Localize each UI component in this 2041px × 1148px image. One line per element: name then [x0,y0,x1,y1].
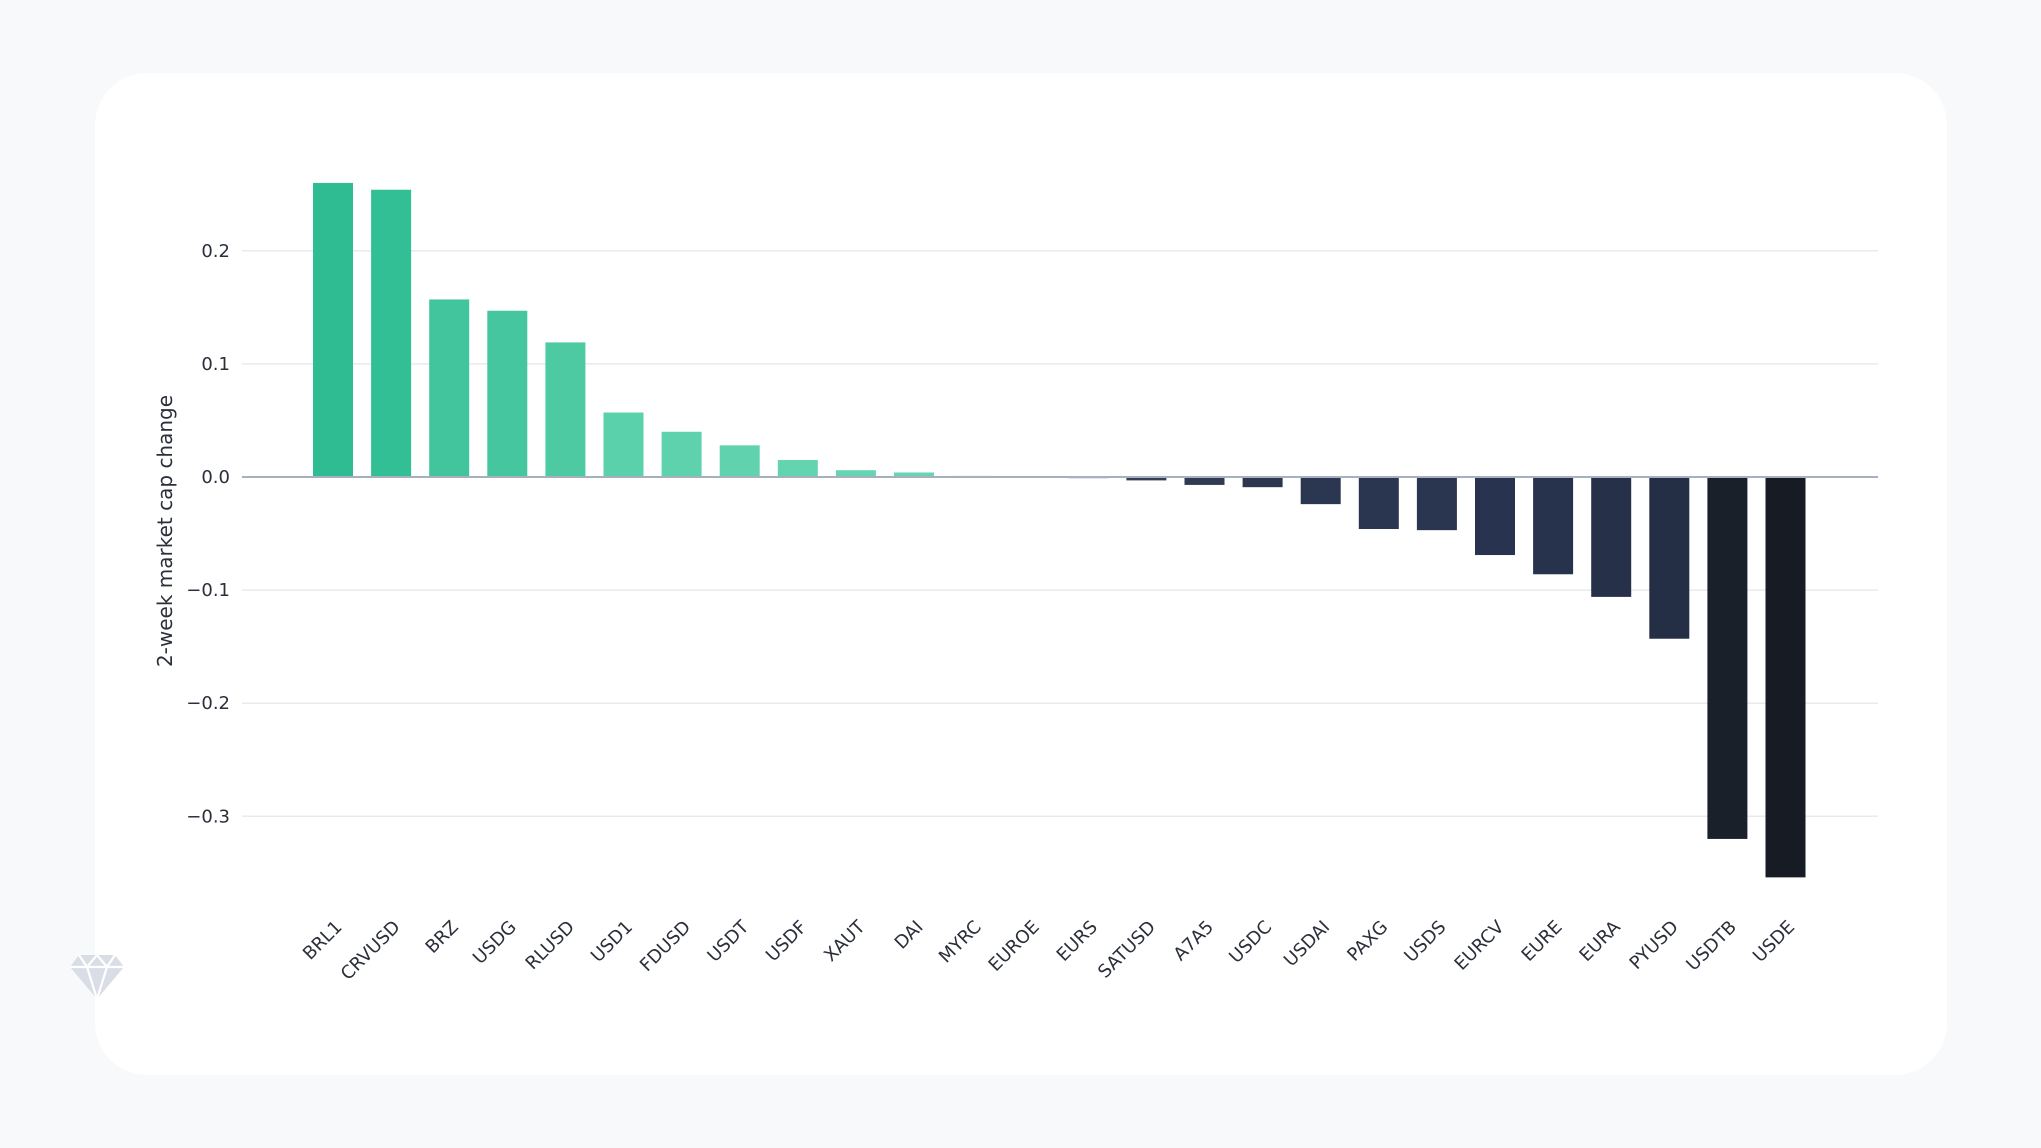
bar-usdtb [1707,477,1748,839]
bar-paxg [1358,477,1399,530]
x-tick-label: EURE [1518,917,1567,966]
bar-dai [894,472,934,477]
bars [313,182,1806,878]
x-tick-label: USDE [1749,917,1799,967]
bar-usdg [487,310,528,477]
x-tick-label: USDTB [1682,917,1741,976]
bar-usdf [777,460,818,477]
bar-brl1 [313,182,353,477]
y-tick-label: −0.3 [186,806,230,827]
x-tick-label: DAI [891,917,928,954]
x-tick-label: USDC [1225,917,1276,968]
x-tick-label: USD1 [587,917,637,967]
bar-fdusd [661,431,702,477]
x-tick-label: USDAI [1280,917,1334,971]
bar-usdt [719,445,760,477]
x-tick-label: PYUSD [1626,917,1683,974]
bar-usde [1765,477,1806,878]
y-axis-title: 2-week market cap change [153,395,177,667]
y-tick-label: −0.1 [186,580,230,601]
bar-eura [1591,477,1632,597]
y-tick-label: −0.2 [186,693,230,714]
y-tick-label: 0.2 [201,241,230,262]
x-tick-label: EUROE [985,917,1044,976]
y-tick-label: 0.0 [201,467,230,488]
bar-xaut [835,470,876,477]
x-tick-label: BRZ [422,917,463,958]
bar-pyusd [1649,477,1690,639]
y-axis-ticks: 0.2 0.1 0.0 −0.1 −0.2 −0.3 [186,241,230,828]
x-tick-label: CRVUSD [337,917,405,985]
bar-eurcv [1475,477,1515,556]
bar-brz [429,299,470,477]
bar-a7a5 [1184,477,1225,485]
x-tick-label: USDT [703,916,754,967]
x-tick-label: EURS [1053,917,1102,966]
x-tick-label: A7A5 [1170,917,1218,965]
y-tick-label: 0.1 [201,354,230,375]
bar-usds [1416,477,1457,531]
x-tick-label: FDUSD [636,917,695,976]
x-tick-label: SATUSD [1094,917,1160,983]
bar-rlusd [545,342,586,477]
x-tick-label: XAUT [820,916,870,966]
bar-usdai [1300,477,1341,505]
x-tick-label: RLUSD [522,917,579,974]
bar-satusd [1126,477,1167,481]
x-tick-label: EURCV [1451,916,1509,974]
bar-crvusd [371,189,412,477]
x-tick-label: USDF [762,917,811,966]
bar-usdc [1242,477,1283,488]
bar-eure [1533,477,1574,575]
x-tick-label: USDS [1400,917,1450,967]
bar-usd1 [603,412,644,477]
x-tick-label: BRL1 [299,917,347,965]
x-tick-label: MYRC [935,917,986,968]
x-tick-label: EURA [1575,916,1625,966]
diamond-icon [70,953,124,1001]
x-tick-label: PAXG [1343,917,1392,966]
x-tick-label: USDG [469,917,521,969]
